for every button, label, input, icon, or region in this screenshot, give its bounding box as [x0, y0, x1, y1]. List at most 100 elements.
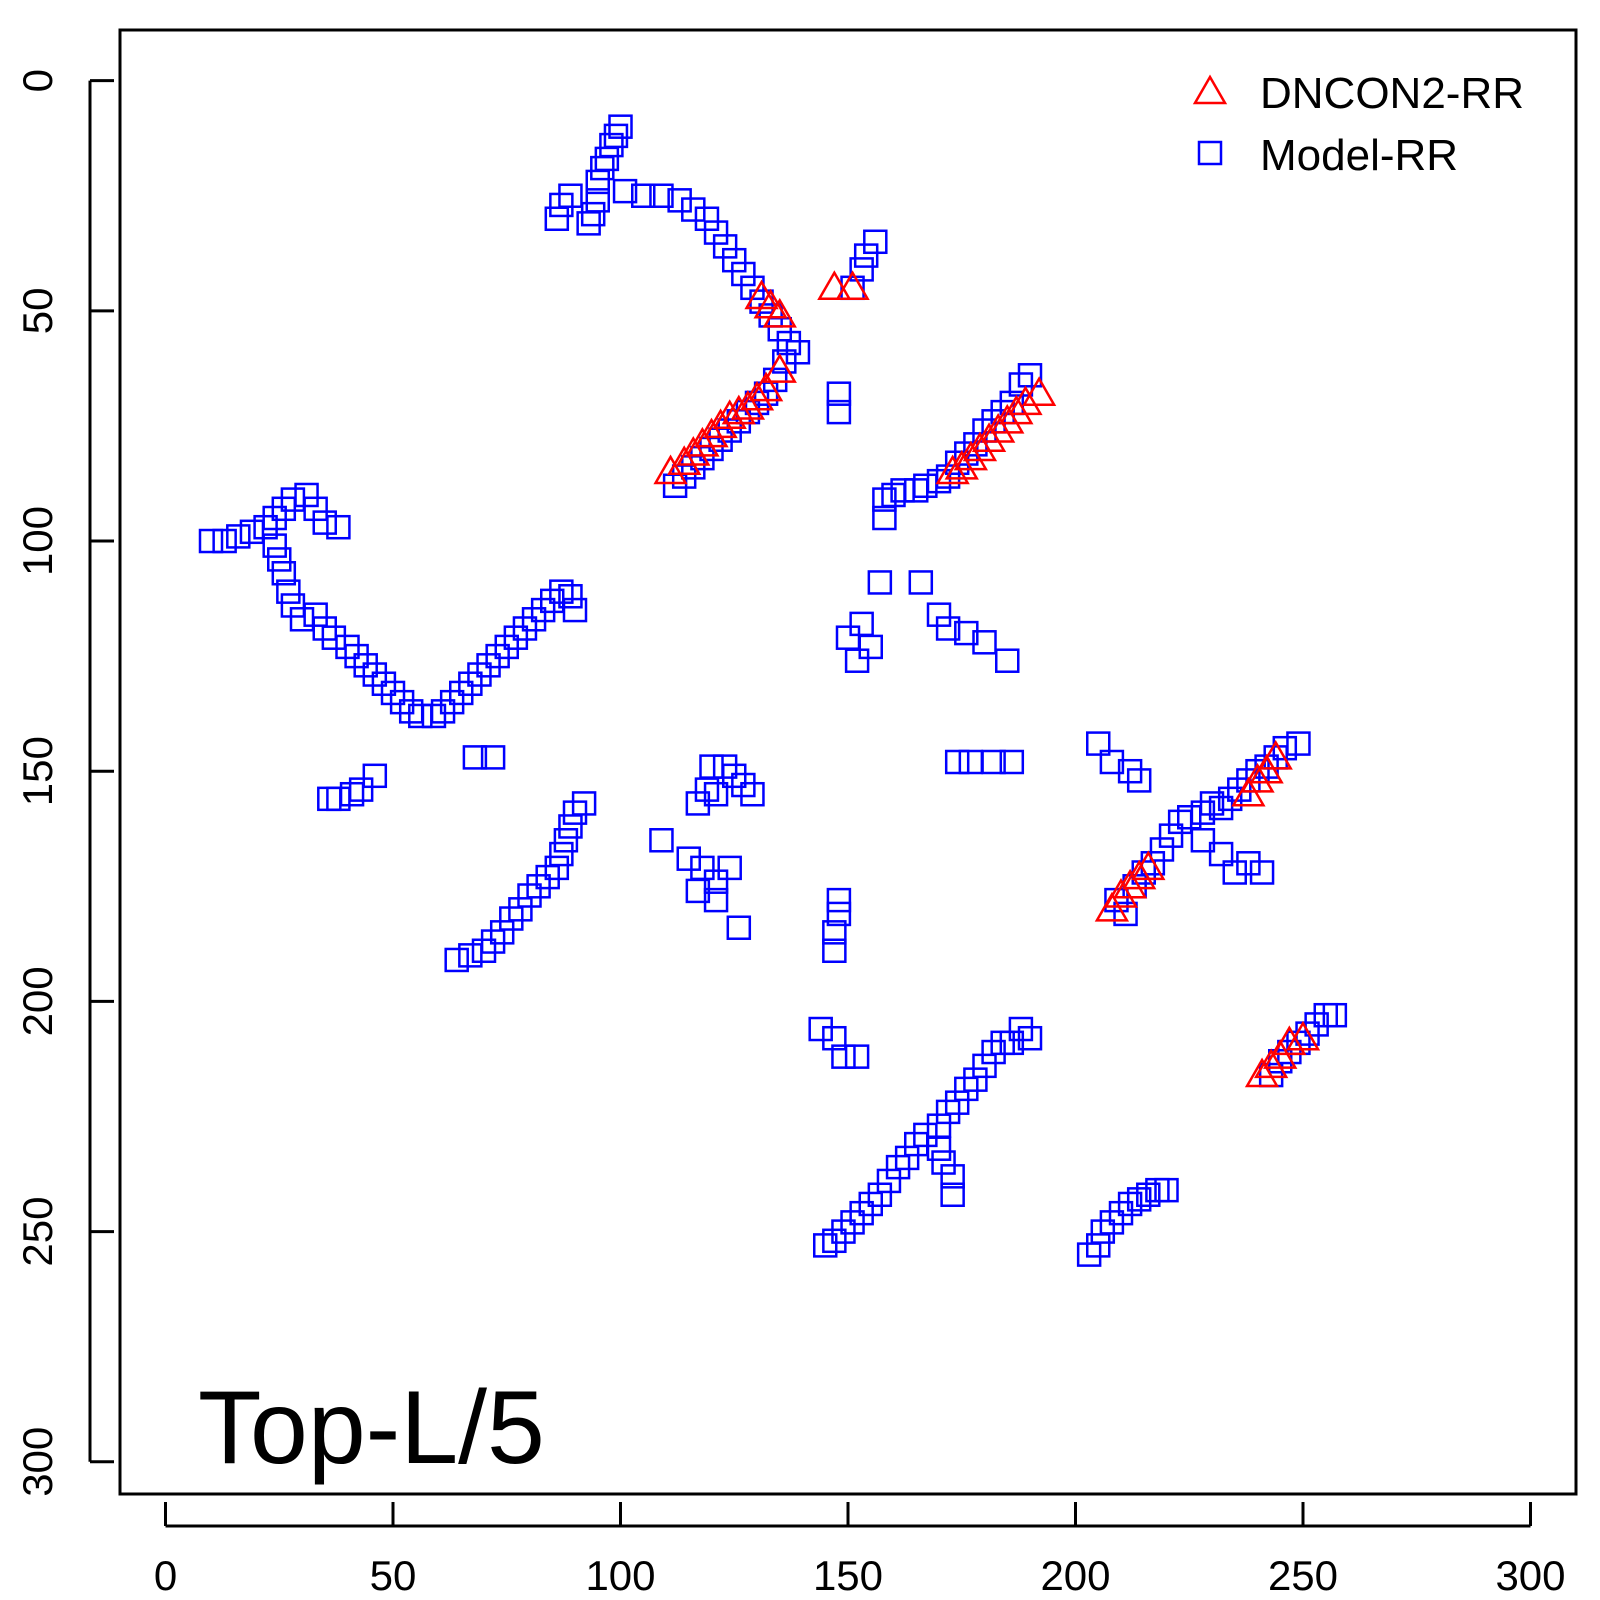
model-rr-point — [831, 1044, 856, 1069]
model-rr-point — [849, 1200, 874, 1226]
model-rr-point — [826, 381, 852, 406]
model-rr-point — [317, 786, 342, 812]
dncon2-rr-point — [835, 270, 870, 301]
model-rr-point — [1249, 860, 1275, 885]
model-rr-point — [239, 519, 265, 545]
model-rr-point — [558, 183, 583, 208]
model-rr-point — [471, 938, 497, 964]
x-tick-label: 250 — [1268, 1552, 1338, 1599]
model-rr-point — [553, 828, 579, 853]
model-rr-point — [913, 1122, 938, 1148]
model-rr-point — [558, 584, 583, 609]
model-rr-point — [731, 261, 756, 287]
model-rr-point — [1117, 1191, 1143, 1217]
model-rr-point — [521, 607, 547, 632]
y-tick-label: 250 — [14, 1197, 61, 1267]
model-rr-point — [326, 514, 351, 540]
model-rr-point — [699, 754, 724, 779]
model-rr-point — [508, 897, 533, 922]
model-rr-point — [981, 749, 1006, 775]
model-rr-point — [439, 689, 465, 715]
model-rr-point — [826, 901, 852, 927]
x-tick-label: 200 — [1040, 1552, 1110, 1599]
model-rr-point — [1208, 795, 1234, 821]
model-rr-point — [458, 671, 483, 696]
model-rr-point — [335, 634, 360, 660]
model-rr-point — [1304, 1012, 1329, 1037]
model-rr-point — [312, 616, 337, 641]
model-rr-point — [198, 528, 224, 554]
model-rr-point — [935, 1099, 961, 1125]
model-rr-point — [485, 643, 510, 669]
y-tick-label: 300 — [14, 1427, 61, 1497]
legend-item-dncon2-rr: DNCON2-RR — [1192, 69, 1524, 118]
model-rr-point — [649, 183, 674, 208]
model-rr-point — [904, 478, 929, 503]
model-rr-point — [776, 330, 802, 356]
model-rr-point — [544, 206, 570, 232]
model-rr-point — [558, 814, 583, 839]
model-rr-point — [822, 1025, 847, 1051]
model-rr-point — [717, 855, 742, 881]
y-tick-label: 0 — [14, 69, 61, 92]
y-tick-label: 150 — [14, 736, 61, 806]
series-model-rr — [198, 114, 1348, 1267]
model-rr-point — [881, 482, 906, 508]
model-rr-point — [731, 772, 756, 798]
model-rr-point — [1126, 1187, 1152, 1212]
legend: DNCON2-RR Model-RR — [1192, 69, 1524, 180]
model-rr-point — [253, 514, 278, 540]
dncon2-rr-point — [1103, 878, 1139, 908]
model-rr-point — [339, 781, 365, 807]
model-rr-point — [1149, 837, 1175, 862]
model-rr-point — [362, 763, 388, 789]
model-rr-point — [1099, 749, 1125, 775]
model-rr-point — [703, 887, 729, 913]
model-rr-point — [535, 864, 560, 890]
model-rr-point — [844, 1044, 870, 1069]
model-rr-point — [371, 671, 397, 696]
model-rr-point — [544, 855, 570, 881]
model-rr-point — [772, 349, 797, 374]
model-rr-point — [785, 340, 811, 365]
model-rr-point — [1167, 809, 1193, 835]
model-rr-point — [1222, 860, 1247, 885]
model-rr-point — [913, 473, 938, 499]
model-rr-point — [549, 841, 574, 867]
model-rr-point — [1113, 901, 1138, 927]
model-rr-point — [858, 634, 883, 660]
x-axis: 0 50 100 150 200 250 300 — [154, 1502, 1566, 1599]
model-rr-point — [421, 703, 447, 729]
model-rr-point — [894, 1145, 920, 1171]
model-rr-point — [353, 653, 378, 678]
model-rr-point — [935, 616, 961, 641]
model-rr-point — [294, 482, 319, 508]
model-rr-point — [685, 791, 711, 816]
model-rr-point — [867, 1182, 893, 1208]
model-rr-point — [931, 1150, 956, 1175]
model-rr-point — [944, 1090, 970, 1115]
model-rr-point — [499, 906, 524, 931]
model-rr-point — [1217, 786, 1243, 812]
x-tick-label: 50 — [370, 1552, 417, 1599]
chart-annotation: Top-L/5 — [198, 1370, 545, 1486]
model-rr-point — [389, 689, 415, 715]
model-rr-point — [694, 206, 720, 232]
model-rr-point — [1017, 1025, 1043, 1051]
model-rr-point — [690, 855, 715, 881]
model-rr-point — [1208, 841, 1234, 867]
model-rr-point — [590, 155, 615, 181]
model-rr-point — [712, 754, 738, 779]
model-rr-point — [863, 229, 888, 255]
model-rr-point — [703, 869, 729, 894]
model-rr-point — [872, 505, 897, 531]
model-rr-point — [212, 528, 237, 554]
model-rr-point — [303, 496, 328, 522]
model-rr-point — [667, 188, 692, 213]
model-rr-point — [849, 611, 874, 637]
model-rr-point — [549, 192, 574, 218]
model-rr-point — [981, 1039, 1006, 1065]
model-rr-point — [512, 616, 538, 641]
model-rr-point — [944, 749, 970, 775]
